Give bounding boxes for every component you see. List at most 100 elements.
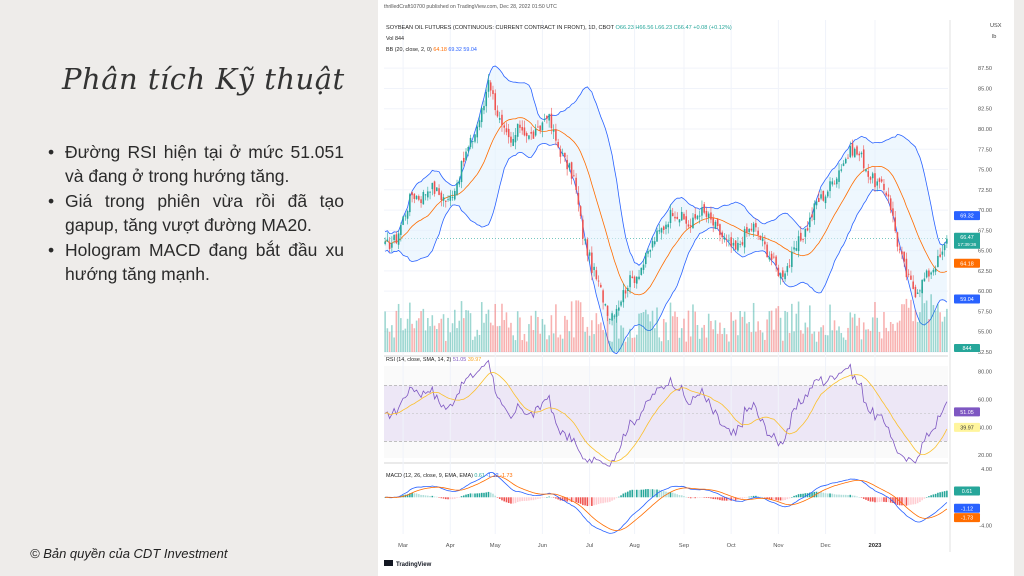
candle bbox=[409, 194, 411, 213]
candle bbox=[802, 239, 804, 240]
macd-histogram-bar bbox=[705, 497, 708, 498]
candle bbox=[680, 211, 683, 221]
candle bbox=[431, 182, 434, 190]
candle bbox=[901, 251, 903, 255]
volume-bar bbox=[786, 312, 789, 352]
volume-bar bbox=[667, 340, 670, 352]
volume-bar bbox=[732, 320, 735, 352]
macd-histogram-bar bbox=[624, 492, 627, 498]
rsi-legend: RSI (14, close, SMA, 14, 2) 51.05 39.97 bbox=[386, 357, 481, 363]
candle bbox=[719, 224, 721, 236]
volume-bar bbox=[698, 338, 701, 352]
volume-bar bbox=[391, 325, 393, 352]
macd-histogram-bar bbox=[575, 497, 577, 503]
price-tick-label: 85.00 bbox=[978, 86, 992, 92]
candle bbox=[541, 122, 544, 131]
macd-hist-badge-bg bbox=[954, 486, 980, 496]
candle bbox=[548, 114, 550, 121]
candle bbox=[658, 230, 661, 232]
candle bbox=[734, 240, 737, 250]
candle bbox=[395, 234, 398, 244]
macd-histogram-bar bbox=[847, 495, 849, 498]
candle bbox=[750, 228, 753, 231]
volume-bar bbox=[813, 331, 816, 352]
volume-bar bbox=[420, 311, 422, 352]
macd-histogram-bar bbox=[489, 492, 492, 498]
slide-title: Phân tích Kỹ thuật bbox=[62, 62, 345, 96]
candle bbox=[561, 153, 564, 155]
volume-bar bbox=[835, 330, 838, 352]
candle bbox=[528, 135, 530, 139]
macd-histogram-bar bbox=[633, 489, 636, 498]
macd-histogram-bar bbox=[689, 497, 692, 499]
volume-bar bbox=[595, 313, 598, 352]
bb-upper-badge-bg bbox=[954, 211, 980, 221]
candle bbox=[862, 149, 865, 169]
macd-histogram-bar bbox=[901, 497, 903, 506]
volume-bar bbox=[636, 334, 638, 352]
macd-histogram-bar bbox=[921, 497, 923, 501]
volume-bar bbox=[838, 326, 840, 352]
candle bbox=[757, 230, 759, 236]
volume-bar bbox=[773, 329, 775, 352]
volume-bar bbox=[550, 315, 553, 352]
volume-bar bbox=[644, 309, 647, 352]
macd-histogram-bar bbox=[433, 496, 436, 498]
candle bbox=[633, 276, 636, 284]
candle bbox=[597, 280, 600, 282]
candle bbox=[696, 215, 699, 219]
candle bbox=[826, 191, 829, 197]
macd-hist-badge: 0.61 bbox=[962, 489, 973, 495]
unit-bottom: lb bbox=[992, 34, 996, 40]
candle bbox=[532, 131, 535, 139]
candle bbox=[539, 125, 541, 131]
volume-bar bbox=[784, 310, 786, 352]
macd-histogram-bar bbox=[883, 497, 885, 502]
volume-bar bbox=[806, 327, 809, 352]
volume-bar bbox=[431, 315, 434, 352]
macd-histogram-bar bbox=[483, 492, 485, 498]
volume-bar bbox=[770, 310, 773, 352]
volume-bar bbox=[409, 302, 411, 352]
macd-histogram-bar bbox=[851, 495, 854, 498]
volume-bar bbox=[905, 298, 908, 352]
candle bbox=[896, 232, 899, 247]
volume-bar bbox=[797, 301, 800, 352]
macd-histogram-bar bbox=[743, 497, 746, 498]
macd-histogram-bar bbox=[869, 497, 872, 502]
macd-histogram-bar bbox=[523, 497, 526, 501]
macd-histogram-bar bbox=[431, 495, 434, 498]
volume-bar bbox=[907, 307, 910, 352]
volume-bar bbox=[939, 312, 941, 352]
macd-histogram-bar bbox=[721, 497, 723, 501]
volume-bar bbox=[791, 303, 793, 352]
macd-tick-label: -4.00 bbox=[979, 524, 992, 530]
macd-histogram-bar bbox=[418, 494, 420, 498]
volume-bar bbox=[737, 335, 739, 352]
x-tick-label: Sep bbox=[679, 543, 689, 549]
candle bbox=[485, 91, 488, 107]
volume-bar bbox=[878, 331, 881, 352]
volume-bar bbox=[532, 330, 535, 352]
macd-histogram-bar bbox=[831, 493, 834, 498]
candle bbox=[847, 157, 849, 159]
macd-histogram-bar bbox=[582, 497, 584, 506]
volume-bar bbox=[685, 341, 688, 352]
volume-bar bbox=[775, 308, 777, 352]
rsi-ma-line bbox=[384, 371, 948, 463]
candle bbox=[469, 137, 472, 148]
macd-histogram-bar bbox=[878, 497, 881, 503]
volume-bar bbox=[768, 311, 771, 352]
volume-bar bbox=[916, 321, 919, 352]
volume-bar bbox=[887, 331, 890, 352]
candle bbox=[671, 213, 674, 217]
volume-bar bbox=[415, 320, 418, 352]
candle bbox=[507, 128, 510, 138]
macd-histogram-bar bbox=[896, 497, 899, 505]
candle bbox=[453, 190, 456, 200]
candle bbox=[748, 229, 750, 233]
macd-histogram-bar bbox=[811, 492, 813, 498]
macd-histogram-bar bbox=[541, 497, 544, 498]
volume-bar bbox=[723, 327, 726, 352]
macd-histogram-bar bbox=[687, 497, 690, 498]
